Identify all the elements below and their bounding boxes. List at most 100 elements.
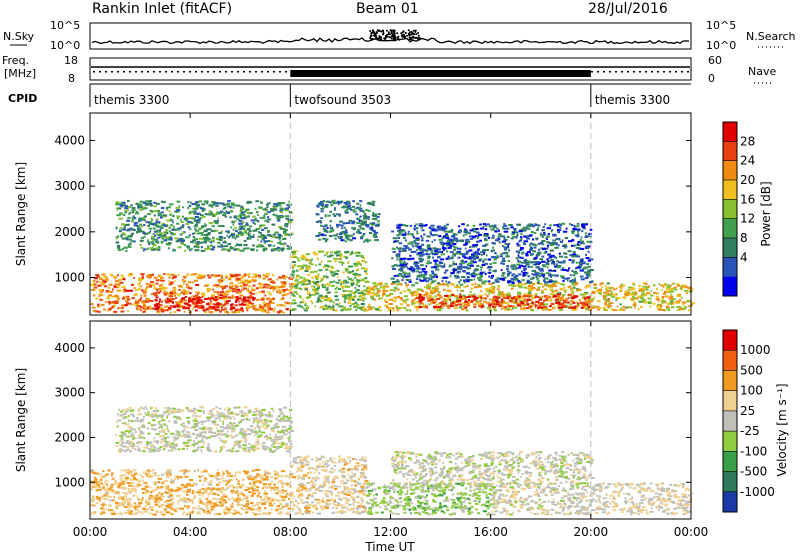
heatmap-cell <box>363 297 367 300</box>
heatmap-cell <box>227 200 231 203</box>
heatmap-cell <box>553 256 557 259</box>
heatmap-cell <box>238 290 242 293</box>
heatmap-cell <box>453 307 458 310</box>
heatmap-cell <box>227 296 231 299</box>
heatmap-cell <box>464 296 468 299</box>
heatmap-cell <box>660 284 665 287</box>
heatmap-cell <box>471 245 475 248</box>
heatmap-cell <box>437 306 442 309</box>
heatmap-cell <box>201 307 204 310</box>
heatmap-cell <box>485 235 489 238</box>
heatmap-cell <box>301 258 305 261</box>
heatmap-cell <box>197 217 203 220</box>
colorbar-swatch <box>723 199 737 220</box>
heatmap-cell <box>212 288 215 291</box>
heatmap-cell <box>244 215 249 218</box>
heatmap-cell <box>177 284 182 287</box>
heatmap-cell <box>388 303 392 305</box>
heatmap-cell <box>356 298 361 301</box>
heatmap-cell <box>183 291 187 294</box>
heatmap-cell <box>642 294 648 297</box>
heatmap-cell <box>187 206 190 209</box>
heatmap-cell <box>638 289 642 292</box>
heatmap-cell <box>545 308 548 311</box>
heatmap-cell <box>477 285 482 288</box>
heatmap-cell <box>488 304 492 307</box>
heatmap-cell <box>432 229 435 232</box>
heatmap-cell <box>152 233 155 235</box>
heatmap-cell <box>510 264 515 267</box>
heatmap-cell <box>164 299 167 302</box>
heatmap-cell <box>421 295 424 298</box>
noise-search-point <box>401 34 404 37</box>
heatmap-cell <box>444 269 449 272</box>
heatmap-cell <box>510 277 514 280</box>
heatmap-cell <box>448 257 451 260</box>
heatmap-cell <box>187 226 191 229</box>
heatmap-cell <box>443 224 447 227</box>
heatmap-cell <box>466 263 470 266</box>
heatmap-cell <box>566 304 569 307</box>
heatmap-cell <box>254 217 257 220</box>
heatmap-cell <box>392 309 395 312</box>
heatmap-cell <box>491 236 495 239</box>
heatmap-cell <box>515 298 518 301</box>
heatmap-cell <box>563 245 566 247</box>
heatmap-cell <box>538 283 543 285</box>
heatmap-cell <box>571 308 575 311</box>
heatmap-cell <box>428 299 431 302</box>
heatmap-cell <box>415 242 420 245</box>
heatmap-cell <box>264 209 267 212</box>
heatmap-cell <box>579 299 581 302</box>
heatmap-cell <box>420 239 424 242</box>
heatmap-cell <box>254 222 256 225</box>
heatmap-cell <box>484 297 487 300</box>
noise-search-point <box>388 36 391 39</box>
heatmap-cell <box>315 264 317 267</box>
heatmap-cell <box>641 293 646 295</box>
heatmap-cell <box>196 241 199 244</box>
noise-search-point <box>406 34 409 37</box>
heatmap-cell <box>338 305 343 308</box>
heatmap-cell <box>561 294 566 296</box>
heatmap-cell <box>158 232 163 235</box>
heatmap-cell <box>507 260 511 262</box>
heatmap-cell <box>341 227 343 230</box>
heatmap-cell <box>378 282 383 285</box>
heatmap-cell <box>246 208 250 211</box>
heatmap-cell <box>533 257 538 260</box>
heatmap-cell <box>489 263 492 266</box>
heatmap-cell <box>329 300 333 303</box>
heatmap-cell <box>203 307 205 310</box>
heatmap-cell <box>586 270 592 273</box>
heatmap-cell <box>641 290 645 293</box>
heatmap-cell <box>221 225 225 228</box>
y-tick-label: 2000 <box>54 225 85 239</box>
heatmap-cell <box>441 266 443 269</box>
heatmap-cell <box>225 210 228 213</box>
heatmap-cell <box>372 233 377 236</box>
heatmap-cell <box>395 287 398 290</box>
heatmap-cell <box>246 500 250 503</box>
heatmap-cell <box>522 226 528 229</box>
heatmap-cell <box>94 286 98 289</box>
noise-right-tick-high: 10^5 <box>706 19 736 32</box>
heatmap-cell <box>206 228 209 231</box>
heatmap-cell <box>522 229 526 232</box>
heatmap-cell <box>288 247 292 250</box>
heatmap-cell <box>370 287 375 290</box>
heatmap-cell <box>150 237 154 240</box>
heatmap-cell <box>96 305 101 308</box>
heatmap-cell <box>583 242 586 245</box>
heatmap-cell <box>124 246 128 249</box>
heatmap-cell <box>610 291 614 294</box>
heatmap-cell <box>333 280 336 283</box>
heatmap-cell <box>151 283 155 286</box>
heatmap-cell <box>503 308 508 311</box>
heatmap-cell <box>411 302 416 305</box>
heatmap-cell <box>386 306 389 309</box>
heatmap-cell <box>224 308 228 311</box>
heatmap-cell <box>157 234 163 237</box>
heatmap-cell <box>535 293 538 296</box>
heatmap-cell <box>168 230 171 233</box>
